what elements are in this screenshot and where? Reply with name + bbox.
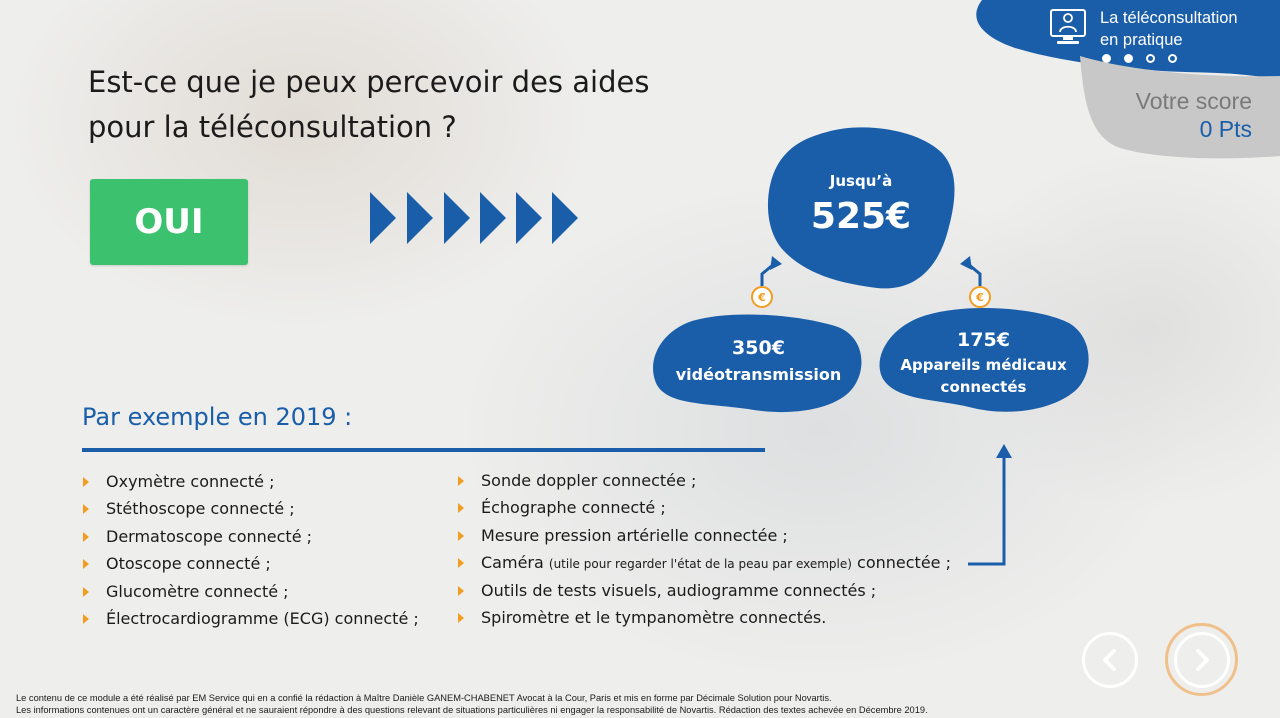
funding-arrows [760,256,982,286]
bullet-icon [458,476,464,486]
list-item: Échographe connecté ; [457,494,951,521]
bullet-icon [458,585,464,596]
footer-line2: Les informations contenues ont un caract… [16,704,928,715]
total-blob-shape [767,127,955,289]
progress-dot [1146,54,1155,63]
list-item: Stéthoscope connecté ; [82,495,419,522]
score-panel-shape [1080,56,1280,159]
total-amount: 525€ [810,196,912,237]
list-item: Spiromètre et le tympanomètre connectés. [457,604,951,631]
list-item: Mesure pression artérielle connectée ; [457,522,951,549]
question-title: Est-ce que je peux percevoir des aides p… [88,60,748,150]
next-button[interactable] [1174,632,1230,688]
bullet-icon [458,530,464,541]
list-item: Glucomètre connecté ; [82,578,419,605]
doctor-monitor-icon [1050,9,1086,44]
euro-coin-icon: € [969,286,991,308]
list-item: Dermatoscope connecté ; [82,523,419,550]
answer-yes-button[interactable]: OUI [90,179,248,265]
list-item: Caméra (utile pour regarder l'état de la… [457,549,951,576]
bullet-icon [83,613,89,624]
bullet-icon [458,612,464,623]
connector-arrow [968,444,1012,566]
module-progress-dots [1102,54,1177,63]
question-line2: pour la téléconsultation ? [88,110,457,144]
module-title-line1: La téléconsultation [1100,9,1238,27]
chevron-left-icon [1103,649,1116,671]
videotransmission-blob-shape [653,314,862,413]
bullet-icon [458,503,464,514]
progress-dot [1168,54,1177,63]
progress-dot [1124,54,1133,63]
bullet-icon [83,559,89,570]
list-item: Otoscope connecté ; [82,550,419,577]
total-prefix: Jusqu’à [829,172,893,190]
module-badge-shape [976,0,1280,80]
question-line1: Est-ce que je peux percevoir des aides [88,65,650,99]
videotransmission-amount: 350€ [732,337,785,359]
devices-blob-shape [879,308,1089,412]
chevron-arrows-icon [370,192,578,244]
list-item: Électrocardiogramme (ECG) connecté ; [82,605,419,632]
euro-coin-icon: € [751,286,773,308]
bullet-icon [83,586,89,597]
module-title-line2: en pratique [1100,31,1183,49]
progress-dot [1102,54,1111,63]
score-panel: Votre score 0 Pts [1080,56,1280,162]
devices-blob: 175€ Appareils médicaux connectés [877,307,1090,413]
examples-title: Par exemple en 2019 : [82,403,353,431]
bullet-icon [83,477,89,487]
bullet-icon [83,504,89,515]
videotransmission-blob: 350€ vidéotransmission [652,313,865,413]
footer-line1: Le contenu de ce module a été réalisé pa… [16,693,832,703]
previous-button[interactable] [1082,632,1138,688]
devices-label-line2: connectés [940,378,1027,396]
chevron-right-icon [1196,649,1209,671]
list-item: Sonde doppler connectée ; [457,467,951,494]
module-title: La téléconsultation en pratique [1100,7,1280,51]
score-value: 0 Pts [1199,116,1252,142]
list-item: Oxymètre connecté ; [82,468,419,495]
score-label: Votre score [1135,88,1252,114]
devices-label-line1: Appareils médicaux [900,356,1067,374]
camera-note: (utile pour regarder l'état de la peau p… [548,557,852,572]
module-badge: La téléconsultation en pratique [960,0,1280,80]
bullet-icon [83,531,89,542]
next-button-highlight [1165,623,1238,696]
examples-list-left: Oxymètre connecté ; Stéthoscope connecté… [82,468,419,632]
devices-amount: 175€ [957,329,1010,351]
examples-divider [82,448,765,452]
videotransmission-label: vidéotransmission [675,365,842,384]
legal-footer: Le contenu de ce module a été réalisé pa… [16,693,1276,716]
total-amount-blob: Jusqu’à 525€ [765,126,957,290]
examples-list-right: Sonde doppler connectée ; Échographe con… [457,467,951,631]
list-item: Outils de tests visuels, audiogramme con… [457,577,951,604]
bullet-icon [458,558,464,569]
